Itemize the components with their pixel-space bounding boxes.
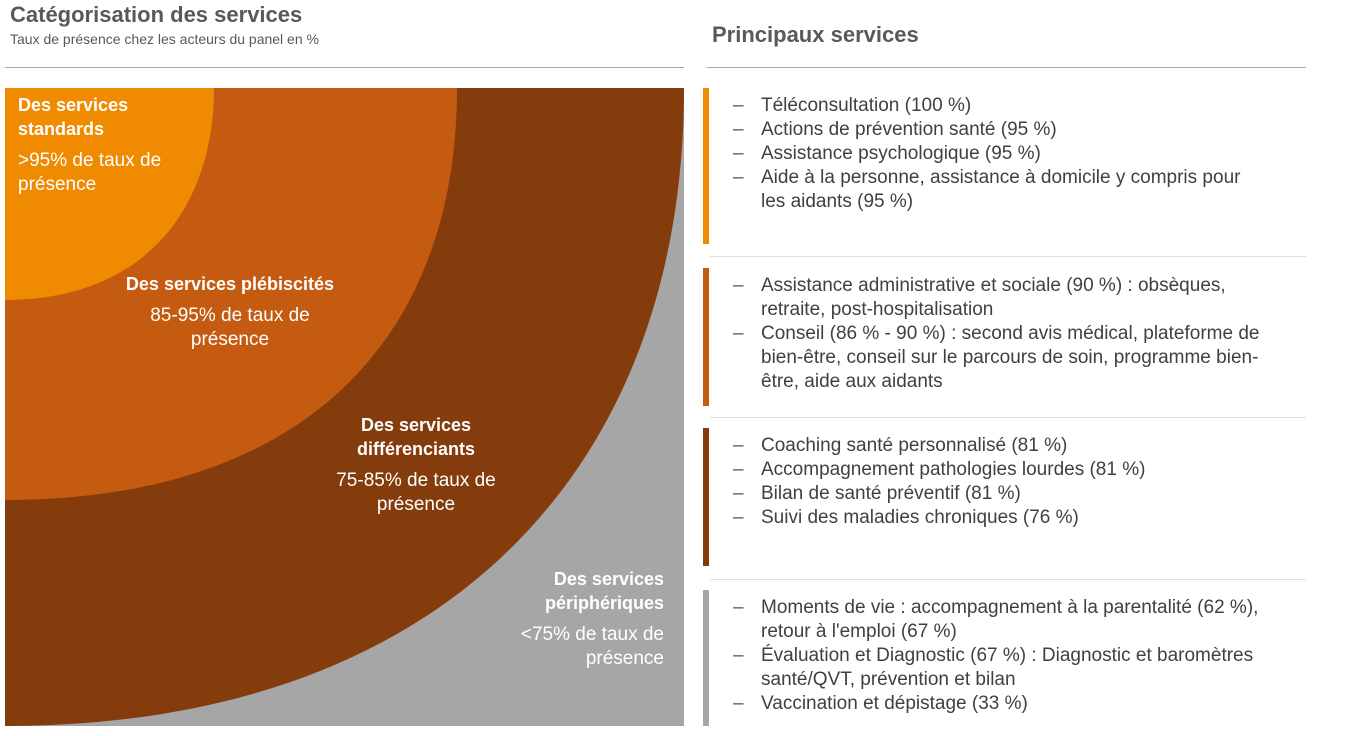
right-divider <box>707 67 1306 68</box>
services-list: – Moments de vie : accompagnement à la pa… <box>733 596 1266 716</box>
zone-name: Des services différenciants <box>356 415 476 459</box>
right-title: Principaux services <box>712 22 919 47</box>
group-color-bar <box>703 590 709 726</box>
service-categories-diagram <box>5 88 684 726</box>
services-list: – Assistance administrative et sociale (9… <box>733 274 1266 394</box>
zone-label-differenciants: Des services différenciants 75-85% de ta… <box>306 413 526 517</box>
list-item: – Actions de prévention santé (95 %) <box>733 119 1057 140</box>
services-group-standards: – Téléconsultation (100 %) – Actions de pr… <box>703 88 1306 244</box>
group-color-bar <box>703 268 709 406</box>
services-list: – Téléconsultation (100 %) – Actions de pr… <box>733 94 1266 214</box>
group-color-bar <box>703 428 709 566</box>
services-group-peripheriques: – Moments de vie : accompagnement à la pa… <box>703 590 1306 726</box>
list-item: – Vaccination et dépistage (33 %) <box>733 693 1028 714</box>
group-separator <box>710 579 1306 580</box>
list-item: – Coaching santé personnalisé (81 %) <box>733 435 1068 456</box>
group-separator <box>710 417 1306 418</box>
zone-standards-area <box>5 88 214 300</box>
zone-label-peripheriques: Des services périphériques <75% de taux … <box>464 567 664 671</box>
list-item: – Aide à la personne, assistance à domici… <box>733 167 1241 212</box>
zone-name: Des services plébiscités <box>125 274 335 294</box>
list-item: – Accompagnement pathologies lourdes (81 … <box>733 459 1146 480</box>
services-list: – Coaching santé personnalisé (81 %) – Acc… <box>733 434 1266 530</box>
left-subtitle: Taux de présence chez les acteurs du pan… <box>10 31 319 47</box>
group-color-bar <box>703 88 709 244</box>
zone-rate: >95% de taux de présence <box>18 150 162 195</box>
zone-label-plebiscites: Des services plébiscités 85-95% de taux … <box>120 272 340 352</box>
services-group-differenciants: – Coaching santé personnalisé (81 %) – Acc… <box>703 428 1306 566</box>
left-title: Catégorisation des services <box>10 2 303 27</box>
zone-name: Des services standards <box>18 95 129 139</box>
zone-rate: <75% de taux de présence <box>520 624 664 669</box>
left-divider <box>5 67 684 68</box>
list-item: – Moments de vie : accompagnement à la pa… <box>733 597 1259 642</box>
group-separator <box>710 256 1306 257</box>
list-item: – Assistance administrative et sociale (9… <box>733 275 1226 320</box>
zone-name: Des services périphériques <box>544 569 664 613</box>
zone-rate: 85-95% de taux de présence <box>150 305 310 350</box>
list-item: – Évaluation et Diagnostic (67 %) : Diagn… <box>733 645 1254 690</box>
list-item: – Assistance psychologique (95 %) <box>733 143 1041 164</box>
zone-label-standards: Des services standards >95% de taux de p… <box>18 93 218 197</box>
list-item: – Bilan de santé préventif (81 %) <box>733 483 1021 504</box>
list-item: – Conseil (86 % - 90 %) : second avis méd… <box>733 323 1260 392</box>
list-item: – Suivi des maladies chroniques (76 %) <box>733 507 1079 528</box>
zone-rate: 75-85% de taux de présence <box>336 470 496 515</box>
services-group-plebiscites: – Assistance administrative et sociale (9… <box>703 268 1306 406</box>
list-item: – Téléconsultation (100 %) <box>733 95 972 116</box>
